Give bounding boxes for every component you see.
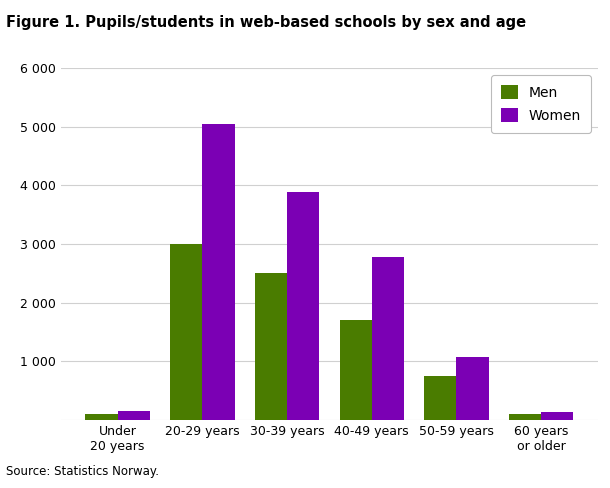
Bar <box>118 411 150 420</box>
Bar <box>203 124 234 420</box>
Bar <box>509 414 541 420</box>
Bar <box>456 357 489 420</box>
Bar <box>170 244 203 420</box>
Text: Figure 1. Pupils/students in web-based schools by sex and age: Figure 1. Pupils/students in web-based s… <box>6 15 526 30</box>
Legend: Men, Women: Men, Women <box>492 75 591 133</box>
Bar <box>85 414 118 420</box>
Text: Source: Statistics Norway.: Source: Statistics Norway. <box>6 465 159 478</box>
Bar <box>541 412 573 420</box>
Bar <box>425 376 456 420</box>
Bar <box>340 320 371 420</box>
Bar <box>371 257 404 420</box>
Bar <box>287 192 319 420</box>
Bar <box>255 273 287 420</box>
